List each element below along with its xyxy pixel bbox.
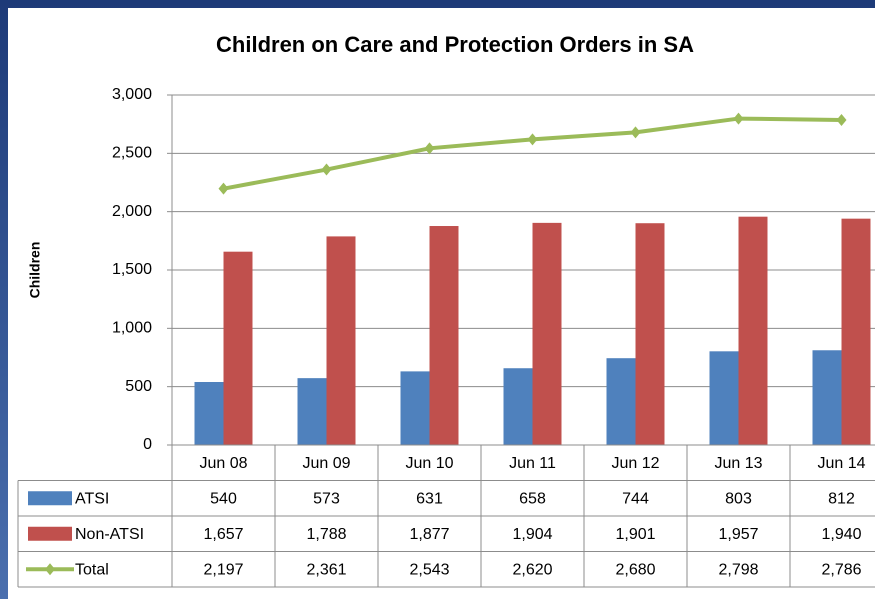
table-value: 2,620 bbox=[512, 561, 552, 578]
x-tick-label: Jun 11 bbox=[509, 455, 556, 472]
legend-label: Total bbox=[75, 561, 109, 578]
table-value: 573 bbox=[313, 490, 340, 507]
line-marker bbox=[321, 163, 332, 176]
line-marker bbox=[424, 142, 435, 155]
line-marker bbox=[733, 112, 744, 125]
bar bbox=[709, 351, 739, 445]
bar bbox=[606, 358, 636, 445]
bar bbox=[194, 382, 224, 445]
table-value: 631 bbox=[416, 490, 443, 507]
bar bbox=[635, 223, 665, 445]
line-marker bbox=[630, 126, 641, 139]
bar bbox=[841, 218, 871, 445]
y-axis-title: Children bbox=[27, 242, 43, 299]
table-value: 1,904 bbox=[512, 526, 552, 543]
bar bbox=[532, 222, 562, 445]
table-value: 2,680 bbox=[615, 561, 655, 578]
table-value: 540 bbox=[210, 490, 237, 507]
table-value: 1,657 bbox=[203, 526, 243, 543]
bar bbox=[223, 251, 253, 445]
table-value: 658 bbox=[519, 490, 546, 507]
y-tick-label: 0 bbox=[143, 436, 152, 453]
x-tick-label: Jun 10 bbox=[405, 455, 453, 472]
legend-label: ATSI bbox=[75, 490, 109, 507]
y-tick-label: 2,500 bbox=[112, 145, 152, 162]
y-tick-label: 2,000 bbox=[112, 203, 152, 220]
line-marker bbox=[218, 182, 229, 195]
y-tick-label: 3,000 bbox=[112, 86, 152, 103]
bar bbox=[503, 368, 533, 445]
table-value: 1,940 bbox=[821, 526, 861, 543]
y-tick-label: 1,000 bbox=[112, 320, 152, 337]
bar bbox=[738, 216, 768, 445]
table-value: 2,197 bbox=[203, 561, 243, 578]
legend-marker bbox=[45, 563, 55, 576]
bar bbox=[400, 371, 430, 445]
x-tick-label: Jun 12 bbox=[611, 455, 659, 472]
bar bbox=[429, 226, 459, 445]
table-value: 803 bbox=[725, 490, 752, 507]
legend-label: Non-ATSI bbox=[75, 526, 144, 543]
bar bbox=[297, 378, 327, 445]
bar bbox=[812, 350, 842, 445]
table-value: 1,957 bbox=[718, 526, 758, 543]
y-tick-label: 1,500 bbox=[112, 261, 152, 278]
bar bbox=[326, 236, 356, 445]
table-value: 1,901 bbox=[615, 526, 655, 543]
x-tick-label: Jun 09 bbox=[302, 455, 350, 472]
line-marker bbox=[836, 113, 847, 126]
table-value: 812 bbox=[828, 490, 855, 507]
legend-swatch bbox=[28, 491, 72, 506]
table-value: 2,786 bbox=[821, 561, 861, 578]
x-tick-label: Jun 08 bbox=[199, 455, 247, 472]
x-tick-label: Jun 13 bbox=[714, 455, 762, 472]
table-value: 1,877 bbox=[409, 526, 449, 543]
table-value: 2,361 bbox=[306, 561, 346, 578]
chart-title: Children on Care and Protection Orders i… bbox=[216, 32, 694, 57]
legend-swatch bbox=[28, 526, 72, 541]
table-value: 744 bbox=[622, 490, 649, 507]
table-value: 2,543 bbox=[409, 561, 449, 578]
table-value: 2,798 bbox=[718, 561, 758, 578]
table-value: 1,788 bbox=[306, 526, 346, 543]
y-tick-label: 500 bbox=[125, 378, 152, 395]
x-tick-label: Jun 14 bbox=[817, 455, 865, 472]
line-marker bbox=[527, 133, 538, 146]
